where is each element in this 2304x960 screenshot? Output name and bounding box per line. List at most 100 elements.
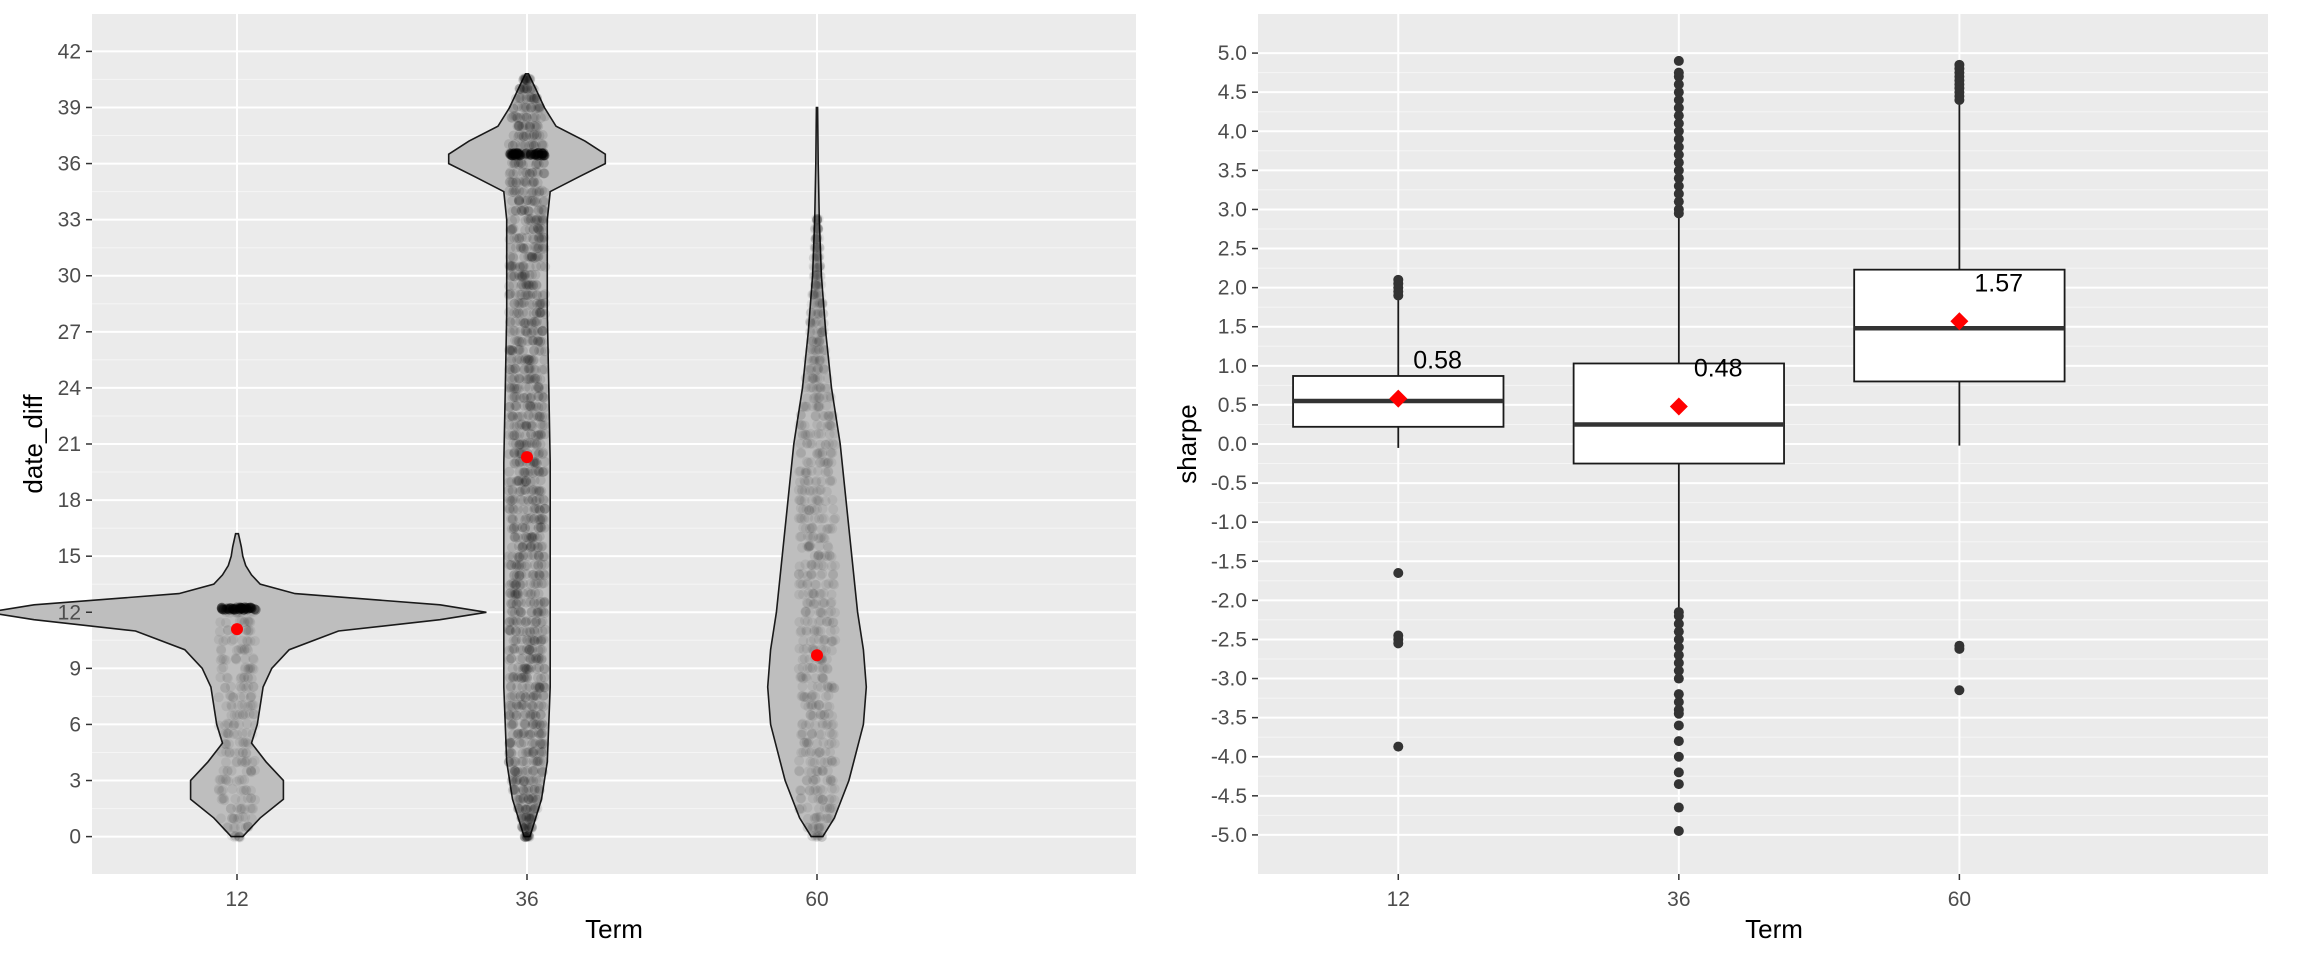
- jitter-point: [509, 523, 519, 533]
- jitter-point: [246, 793, 257, 804]
- jitter-point: [518, 261, 529, 272]
- jitter-point: [507, 411, 518, 422]
- jitter-point: [220, 682, 231, 693]
- jitter-point: [509, 391, 520, 402]
- jitter-point: [518, 392, 529, 403]
- jitter-point: [796, 625, 807, 636]
- jitter-point: [537, 391, 548, 402]
- jitter-point: [539, 429, 550, 440]
- jitter-point: [826, 551, 837, 562]
- jitter-point: [236, 615, 247, 626]
- jitter-point: [240, 603, 251, 614]
- jitter-point: [509, 158, 519, 169]
- jitter-point: [798, 692, 809, 703]
- jitter-point: [803, 738, 813, 749]
- jitter-point: [527, 335, 538, 346]
- jitter-point: [510, 289, 521, 300]
- jitter-point: [524, 251, 535, 262]
- jitter-point: [529, 636, 540, 647]
- jitter-point: [539, 570, 550, 581]
- jitter-point: [540, 261, 551, 272]
- jitter-point: [528, 345, 539, 356]
- jitter-point: [528, 187, 539, 198]
- jitter-point: [511, 710, 522, 721]
- jitter-point: [232, 607, 242, 618]
- y-tick-label: 5.0: [1218, 42, 1247, 65]
- jitter-point: [818, 673, 829, 684]
- jitter-point: [807, 699, 818, 710]
- jitter-point: [519, 485, 530, 496]
- jitter-point: [796, 729, 807, 740]
- jitter-point: [518, 84, 529, 95]
- jitter-point: [532, 93, 543, 104]
- jitter-point: [504, 645, 515, 656]
- jitter-point: [814, 496, 825, 507]
- jitter-point: [508, 149, 519, 160]
- jitter-point: [516, 121, 527, 132]
- jitter-point: [507, 774, 518, 785]
- jitter-point: [515, 326, 526, 337]
- jitter-point: [528, 709, 539, 720]
- jitter-point: [519, 467, 530, 478]
- jitter-point: [508, 325, 519, 336]
- jitter-point: [536, 617, 546, 628]
- jitter-point: [532, 672, 543, 683]
- jitter-point: [827, 636, 837, 647]
- jitter-point: [537, 290, 548, 301]
- jitter-point: [530, 374, 541, 384]
- jitter-point: [528, 692, 538, 703]
- jitter-point: [529, 635, 540, 646]
- jitter-point: [250, 636, 260, 646]
- jitter-point: [512, 112, 523, 123]
- jitter-point: [518, 756, 529, 767]
- jitter-point: [510, 438, 521, 449]
- jitter-point: [539, 187, 550, 198]
- jitter-point: [536, 307, 547, 318]
- jitter-point: [518, 672, 529, 683]
- y-tick-label: -3.0: [1211, 668, 1247, 691]
- jitter-point: [521, 74, 531, 85]
- jitter-point: [813, 626, 824, 637]
- jitter-point: [534, 653, 545, 664]
- outlier-point: [1954, 685, 1965, 696]
- jitter-point: [513, 475, 524, 486]
- jitter-point: [230, 607, 241, 618]
- jitter-point: [514, 195, 524, 206]
- jitter-point: [529, 690, 540, 701]
- jitter-point: [527, 793, 538, 804]
- jitter-point: [513, 373, 524, 384]
- jitter-point: [826, 636, 837, 647]
- jitter-point: [535, 486, 545, 497]
- jitter-point: [526, 318, 537, 329]
- jitter-point: [511, 391, 522, 402]
- jitter-point: [530, 383, 541, 394]
- jitter-point: [504, 503, 515, 514]
- jitter-point: [504, 747, 515, 758]
- jitter-point: [236, 602, 247, 613]
- jitter-point: [512, 233, 522, 244]
- jitter-point: [532, 298, 543, 309]
- jitter-point: [530, 588, 541, 599]
- jitter-point: [826, 783, 837, 794]
- jitter-point: [519, 204, 530, 215]
- jitter-point: [535, 522, 546, 533]
- jitter-point: [519, 421, 530, 432]
- jitter-point: [798, 635, 809, 646]
- jitter-point: [811, 625, 822, 636]
- jitter-point: [245, 803, 256, 814]
- jitter-point: [537, 449, 548, 459]
- jitter-point: [520, 74, 531, 85]
- jitter-point: [239, 617, 250, 627]
- jitter-point: [509, 690, 520, 701]
- jitter-point: [508, 149, 519, 160]
- jitter-point: [529, 129, 540, 140]
- jitter-point: [529, 598, 540, 609]
- jitter-point: [529, 241, 540, 252]
- jitter-point: [524, 168, 535, 179]
- jitter-point: [529, 784, 540, 795]
- jitter-point: [538, 158, 549, 169]
- jitter-point: [514, 551, 525, 562]
- jitter-point: [536, 635, 547, 646]
- jitter-point: [533, 223, 544, 234]
- jitter-point: [521, 92, 532, 103]
